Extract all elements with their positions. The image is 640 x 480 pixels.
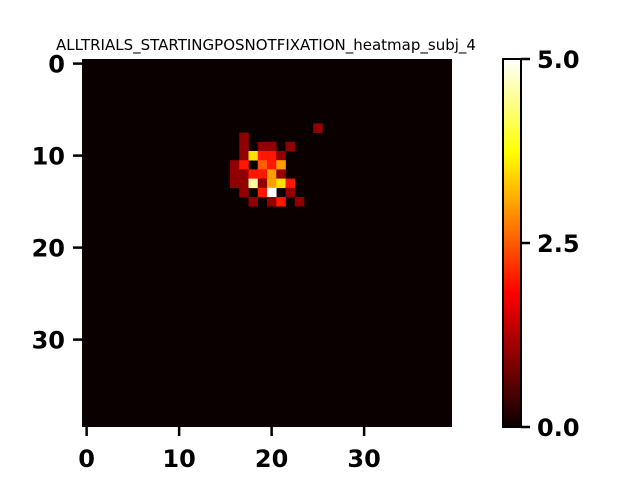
heatmap-cell bbox=[267, 160, 277, 170]
heatmap-cell bbox=[239, 169, 249, 179]
heatmap-cell bbox=[239, 151, 249, 161]
heatmap-cell bbox=[285, 141, 296, 152]
x-tick-label: 10 bbox=[162, 445, 195, 473]
y-tick-label: 0 bbox=[48, 51, 65, 79]
chart-title: ALLTRIALS_STARTINGPOSNOTFIXATION_heatmap… bbox=[56, 36, 476, 55]
heatmap-cell bbox=[285, 187, 296, 198]
heatmap-cell bbox=[267, 187, 277, 198]
heatmap-cell bbox=[239, 141, 249, 152]
heatmap-cell bbox=[267, 151, 277, 161]
heatmap-cell bbox=[257, 160, 268, 170]
heatmap-cells bbox=[230, 123, 323, 207]
colorbar-tick-label: 2.5 bbox=[537, 230, 580, 258]
colorbar-gradient bbox=[502, 58, 522, 428]
heatmap-cell bbox=[257, 169, 268, 179]
heatmap-cell bbox=[276, 160, 286, 170]
heatmap-cell bbox=[230, 160, 240, 170]
colorbar-tick-label: 5.0 bbox=[537, 46, 580, 74]
heatmap-cell bbox=[248, 169, 259, 179]
y-tick-label: 10 bbox=[32, 143, 65, 171]
plot-area bbox=[82, 59, 452, 427]
heatmap-cell bbox=[276, 151, 286, 161]
x-tick-label: 30 bbox=[347, 445, 380, 473]
heatmap-cell bbox=[257, 178, 268, 189]
heatmap-cell bbox=[267, 197, 277, 207]
heatmap-cell bbox=[267, 169, 277, 179]
colorbar-ticks: 0.0 2.5 5.0 bbox=[521, 46, 580, 442]
heatmap-cell bbox=[239, 160, 249, 170]
heatmap-cell bbox=[267, 178, 277, 189]
heatmap-cell bbox=[257, 141, 268, 152]
colorbar: 0.0 2.5 5.0 bbox=[502, 46, 580, 442]
y-tick-label: 30 bbox=[32, 327, 65, 355]
x-axis: 0 10 20 30 bbox=[78, 427, 381, 473]
heatmap-cell bbox=[257, 151, 268, 161]
x-tick-label: 20 bbox=[255, 445, 288, 473]
y-axis: 0 10 20 30 bbox=[32, 51, 82, 355]
heatmap-cell bbox=[239, 187, 249, 198]
heatmap-cell bbox=[276, 197, 286, 207]
heatmap-cell bbox=[230, 169, 240, 179]
heatmap-cell bbox=[239, 178, 249, 189]
heatmap-cell bbox=[294, 197, 305, 207]
heatmap-cell bbox=[313, 123, 323, 133]
heatmap-cell bbox=[248, 197, 259, 207]
heatmap-cell bbox=[276, 178, 286, 189]
heatmap-cell bbox=[267, 141, 277, 152]
heatmap-cell bbox=[230, 178, 240, 189]
heatmap-cell bbox=[285, 178, 296, 189]
heatmap-cell bbox=[239, 132, 249, 143]
heatmap-cell bbox=[257, 187, 268, 198]
heatmap-cell bbox=[248, 178, 259, 189]
heatmap-cell bbox=[248, 151, 259, 161]
y-tick-label: 20 bbox=[32, 235, 65, 263]
colorbar-tick-label: 0.0 bbox=[537, 414, 580, 442]
heatmap-cell bbox=[276, 169, 286, 179]
heatmap-background bbox=[82, 59, 452, 427]
x-tick-label: 0 bbox=[78, 445, 95, 473]
